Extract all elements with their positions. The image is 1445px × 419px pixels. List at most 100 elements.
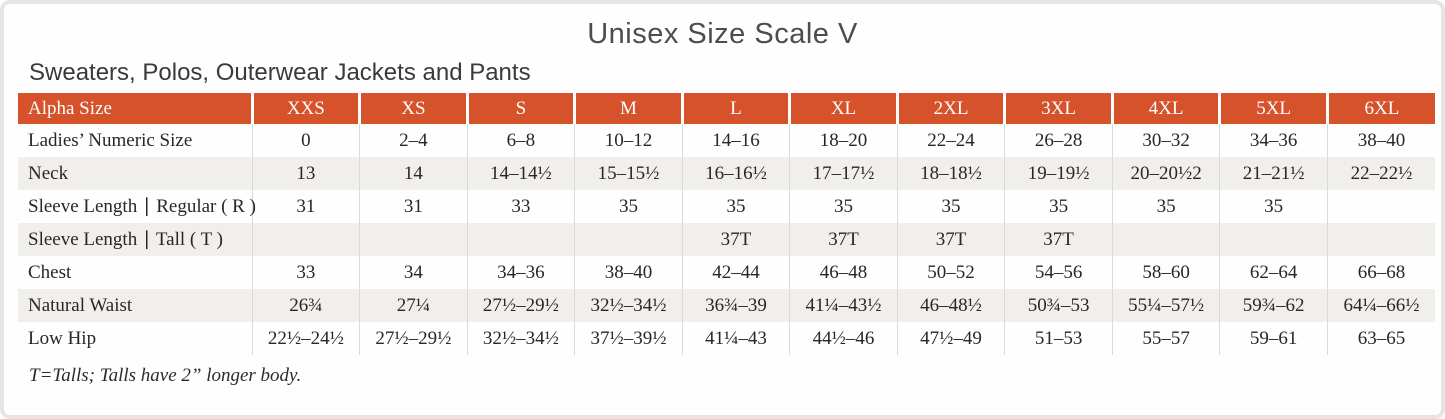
size-cell: 50–52 <box>896 256 1005 289</box>
page-title: Unisex Size Scale V <box>587 18 858 50</box>
size-cell: 44½–46 <box>789 322 898 355</box>
size-cell: 22½–24½ <box>251 322 360 355</box>
size-cell: 32½–34½ <box>466 322 575 355</box>
size-cell <box>574 223 683 256</box>
header-cell-alpha-size: Alpha Size <box>18 93 253 124</box>
size-cell: 37T <box>789 223 898 256</box>
header-cell-4xl: 4XL <box>1110 93 1220 124</box>
size-cell: 37T <box>1004 223 1113 256</box>
header-cell-xs: XS <box>358 93 468 124</box>
size-cell: 66–68 <box>1326 256 1435 289</box>
row-label: Neck <box>18 157 253 190</box>
size-cell: 35 <box>1219 190 1328 223</box>
size-cell <box>1111 223 1220 256</box>
size-cell: 32½–34½ <box>574 289 683 322</box>
table-row: Sleeve Length ∣ Tall ( T ) 37T 37T 37T 37T <box>18 223 1435 256</box>
size-cell: 50¾–53 <box>1004 289 1113 322</box>
size-cell: 27¼ <box>359 289 468 322</box>
size-cell: 33 <box>251 256 360 289</box>
header-cell-5xl: 5XL <box>1218 93 1328 124</box>
size-cell: 38–40 <box>1326 124 1435 157</box>
size-cell: 55¼–57½ <box>1111 289 1220 322</box>
table-body: Ladies’ Numeric Size 0 2–4 6–8 10–12 14–16 18–… <box>18 124 1435 355</box>
size-cell: 41¼–43½ <box>789 289 898 322</box>
row-label: Low Hip <box>18 322 253 355</box>
size-cell: 37T <box>896 223 1005 256</box>
size-cell <box>1326 223 1435 256</box>
size-cell: 22–22½ <box>1326 157 1435 190</box>
size-cell: 20–20½2 <box>1111 157 1220 190</box>
row-label: Sleeve Length ∣ Regular ( R ) <box>18 190 256 223</box>
size-cell: 35 <box>574 190 683 223</box>
size-cell: 58–60 <box>1111 256 1220 289</box>
size-cell: 47½–49 <box>896 322 1005 355</box>
page-subtitle: Sweaters, Polos, Outerwear Jackets and P… <box>29 59 531 86</box>
size-cell: 14–14½ <box>466 157 575 190</box>
size-cell: 33 <box>466 190 575 223</box>
size-cell: 46–48½ <box>896 289 1005 322</box>
size-cell: 62–64 <box>1219 256 1328 289</box>
footnote: T=Talls; Talls have 2” longer body. <box>29 365 302 386</box>
size-cell: 14 <box>359 157 468 190</box>
size-cell <box>1219 223 1328 256</box>
size-cell: 10–12 <box>574 124 683 157</box>
size-cell: 59¾–62 <box>1219 289 1328 322</box>
size-cell: 59–61 <box>1219 322 1328 355</box>
size-cell: 34 <box>359 256 468 289</box>
size-cell: 46–48 <box>789 256 898 289</box>
size-cell: 16–16½ <box>681 157 790 190</box>
size-cell: 21–21½ <box>1219 157 1328 190</box>
size-cell: 35 <box>789 190 898 223</box>
header-cell-s: S <box>465 93 575 124</box>
size-cell: 18–18½ <box>896 157 1005 190</box>
size-cell: 42–44 <box>681 256 790 289</box>
size-cell: 31 <box>251 190 360 223</box>
table-header-row: Alpha Size XXS XS S M L XL 2XL 3XL 4XL 5XL 6XL <box>18 93 1435 124</box>
size-cell: 19–19½ <box>1004 157 1113 190</box>
size-cell: 26¾ <box>251 289 360 322</box>
size-cell: 13 <box>251 157 360 190</box>
size-cell: 37T <box>681 223 790 256</box>
table-row: Ladies’ Numeric Size 0 2–4 6–8 10–12 14–16 18–… <box>18 124 1435 157</box>
size-cell: 35 <box>1004 190 1113 223</box>
size-cell: 55–57 <box>1111 322 1220 355</box>
size-cell: 38–40 <box>574 256 683 289</box>
size-table: Alpha Size XXS XS S M L XL 2XL 3XL 4XL 5XL 6XL Ladi… <box>18 93 1435 355</box>
size-cell <box>359 223 468 256</box>
header-cell-l: L <box>680 93 790 124</box>
size-cell: 27½–29½ <box>359 322 468 355</box>
size-cell: 30–32 <box>1111 124 1220 157</box>
size-cell: 6–8 <box>466 124 575 157</box>
table-row: Natural Waist 26¾ 27¼ 27½–29½ 32½–34½ 36¾–39 4… <box>18 289 1435 322</box>
size-cell: 15–15½ <box>574 157 683 190</box>
size-cell <box>1326 190 1435 223</box>
size-cell: 34–36 <box>1219 124 1328 157</box>
size-cell: 35 <box>896 190 1005 223</box>
table-row: Sleeve Length ∣ Regular ( R ) 31 31 33 35 35 3… <box>18 190 1435 223</box>
header-cell-6xl: 6XL <box>1325 93 1435 124</box>
size-cell <box>251 223 360 256</box>
size-cell: 41¼–43 <box>681 322 790 355</box>
size-cell: 31 <box>359 190 468 223</box>
row-label: Natural Waist <box>18 289 253 322</box>
size-cell <box>466 223 575 256</box>
size-cell: 22–24 <box>896 124 1005 157</box>
size-cell: 36¾–39 <box>681 289 790 322</box>
row-label: Ladies’ Numeric Size <box>18 124 253 157</box>
header-cell-3xl: 3XL <box>1003 93 1113 124</box>
row-label: Chest <box>18 256 253 289</box>
size-cell: 14–16 <box>681 124 790 157</box>
header-cell-m: M <box>573 93 683 124</box>
header-cell-xl: XL <box>788 93 898 124</box>
size-cell: 63–65 <box>1326 322 1435 355</box>
size-cell: 27½–29½ <box>466 289 575 322</box>
table-head: Alpha Size XXS XS S M L XL 2XL 3XL 4XL 5XL 6XL <box>18 93 1435 124</box>
size-cell: 37½–39½ <box>574 322 683 355</box>
size-cell: 2–4 <box>359 124 468 157</box>
header-cell-2xl: 2XL <box>895 93 1005 124</box>
size-cell: 35 <box>681 190 790 223</box>
table-row: Low Hip 22½–24½ 27½–29½ 32½–34½ 37½–39½ 41¼–4… <box>18 322 1435 355</box>
row-label: Sleeve Length ∣ Tall ( T ) <box>18 223 253 256</box>
size-cell: 34–36 <box>466 256 575 289</box>
